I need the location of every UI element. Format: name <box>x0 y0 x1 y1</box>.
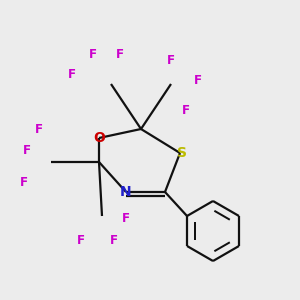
Text: F: F <box>23 143 31 157</box>
Text: F: F <box>182 104 190 118</box>
Text: F: F <box>110 233 118 247</box>
Text: N: N <box>120 185 132 199</box>
Text: O: O <box>93 131 105 145</box>
Text: F: F <box>116 47 124 61</box>
Text: F: F <box>122 212 130 226</box>
Text: F: F <box>167 53 175 67</box>
Text: F: F <box>77 233 85 247</box>
Text: F: F <box>35 122 43 136</box>
Text: S: S <box>176 146 187 160</box>
Text: F: F <box>194 74 202 88</box>
Text: F: F <box>20 176 28 190</box>
Text: F: F <box>68 68 76 82</box>
Text: F: F <box>89 47 97 61</box>
